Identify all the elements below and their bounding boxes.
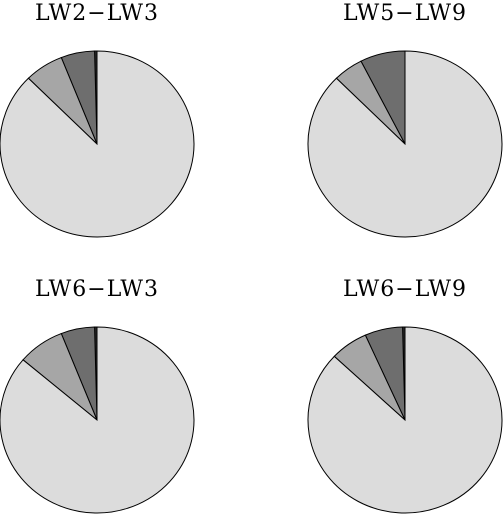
pie-slice-3 <box>0 326 195 514</box>
pie-slice-3 <box>0 50 195 238</box>
pie-slice-3 <box>307 50 503 238</box>
pie-title: LW5−LW9 <box>343 1 467 26</box>
pie-panel-lw6-lw9: LW6−LW9 <box>307 277 503 514</box>
pie-panel-lw6-lw3: LW6−LW3 <box>0 277 195 514</box>
pie-slice-3 <box>307 326 503 514</box>
pie-title: LW6−LW9 <box>343 277 467 302</box>
pie-panel-lw5-lw9: LW5−LW9 <box>307 1 503 238</box>
pie-title: LW2−LW3 <box>35 1 159 26</box>
pie-title: LW6−LW3 <box>35 277 159 302</box>
pie-panel-lw2-lw3: LW2−LW3 <box>0 1 195 238</box>
